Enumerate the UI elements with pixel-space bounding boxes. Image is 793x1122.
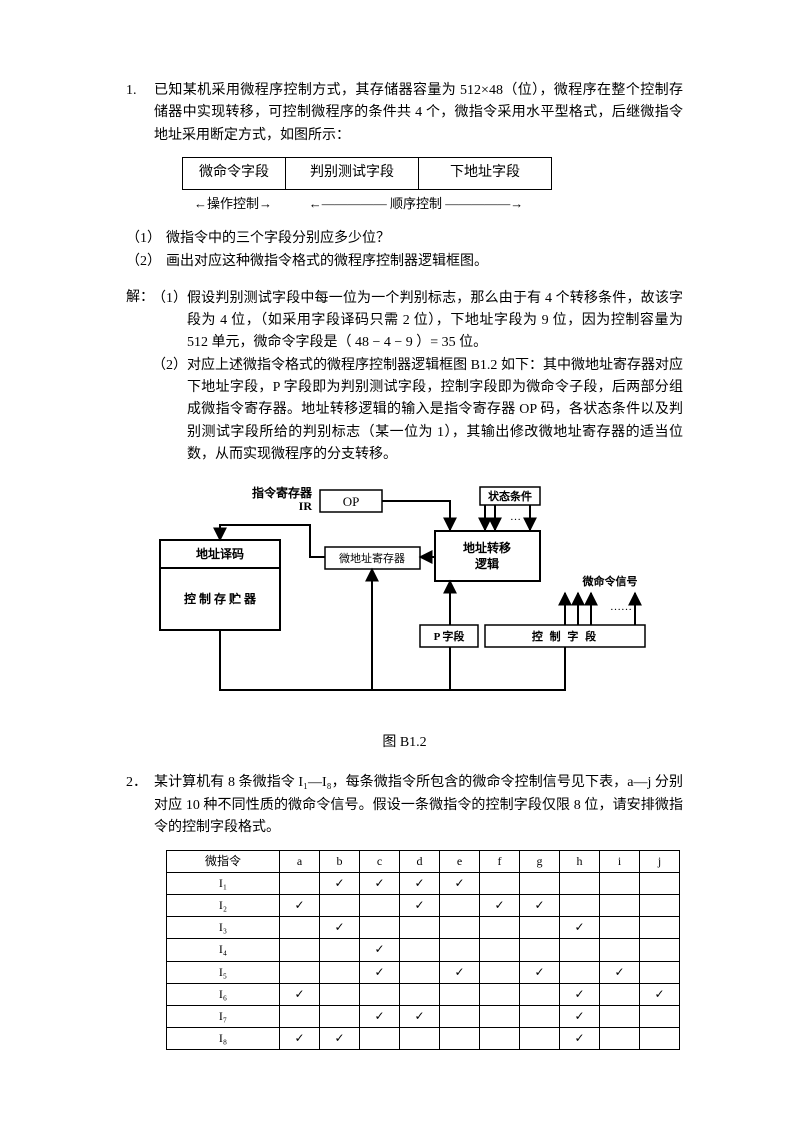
format-table: 微命令字段判别测试字段下地址字段: [182, 157, 552, 189]
svg-text:OP: OP: [342, 494, 359, 509]
table-row: I₂✓✓✓✓: [167, 894, 680, 916]
subquestion-2: （2） 画出对应这种微指令格式的微程序控制器逻辑框图。: [126, 251, 683, 273]
table-row: I₁✓✓✓✓: [167, 872, 680, 894]
svg-text:控 制 字 段: 控 制 字 段: [531, 629, 597, 643]
format-arrows: ←操作控制→ ←————— 顺序控制 —————→: [182, 194, 683, 215]
table-row: I₅✓✓✓✓: [167, 961, 680, 983]
q2-text: 某计算机有 8 条微指令 I₁—I₈，每条微指令所包含的微命令控制信号见下表，a…: [154, 772, 683, 839]
figure-caption: 图 B1.2: [126, 732, 683, 754]
svg-text:微地址寄存器: 微地址寄存器: [339, 551, 405, 565]
svg-text:地址转移: 地址转移: [462, 540, 510, 555]
svg-text:……: ……: [610, 601, 632, 613]
svg-text:控 制 存 贮 器: 控 制 存 贮 器: [183, 591, 256, 606]
figure-b1-2: 指令寄存器 IR OP 状态条件 … 地址转移 逻辑 微地址寄存器 地址译码 控…: [150, 485, 660, 728]
svg-text:P 字段: P 字段: [433, 629, 464, 643]
answer-1: （1） 假设判别测试字段中每一位为一个判别标志，那么由于有 4 个转移条件，故该…: [152, 288, 683, 355]
svg-text:逻辑: 逻辑: [474, 556, 498, 571]
svg-text:状态条件: 状态条件: [488, 489, 532, 503]
ir-label-1: 指令寄存器: [251, 485, 312, 500]
question-1: 1. 已知某机采用微程序控制方式，其存储器容量为 512×48（位），微程序在整…: [126, 80, 683, 147]
table-row: I₇✓✓✓: [167, 1005, 680, 1027]
answer-2: （2） 对应上述微指令格式的微程序控制器逻辑框图 B1.2 如下：其中微地址寄存…: [152, 355, 683, 467]
question-2: 2． 某计算机有 8 条微指令 I₁—I₈，每条微指令所包含的微命令控制信号见下…: [126, 772, 683, 839]
q1-text: 已知某机采用微程序控制方式，其存储器容量为 512×48（位），微程序在整个控制…: [154, 80, 683, 147]
q2-number: 2．: [126, 772, 154, 839]
table-row: I₈✓✓✓: [167, 1028, 680, 1050]
table-row: I₄✓: [167, 939, 680, 961]
microinstruction-format: 微命令字段判别测试字段下地址字段 ←操作控制→ ←————— 顺序控制 ————…: [182, 157, 683, 214]
fmt-cell: 判别测试字段: [286, 158, 419, 189]
svg-text:地址译码: 地址译码: [195, 546, 243, 561]
q1-number: 1.: [126, 80, 154, 147]
signal-table: 微指令abcdefghijI₁✓✓✓✓I₂✓✓✓✓I₃✓✓I₄✓I₅✓✓✓✓I₆…: [166, 850, 680, 1051]
subquestion-1: （1） 微指令中的三个字段分别应多少位？: [126, 228, 683, 250]
table-row: I₆✓✓✓: [167, 983, 680, 1005]
ir-label-2: IR: [298, 499, 312, 513]
svg-text:…: …: [510, 511, 521, 523]
svg-text:微命令信号: 微命令信号: [581, 574, 637, 588]
fmt-cell: 下地址字段: [419, 158, 552, 189]
table-row: I₃✓✓: [167, 917, 680, 939]
fmt-cell: 微命令字段: [183, 158, 286, 189]
